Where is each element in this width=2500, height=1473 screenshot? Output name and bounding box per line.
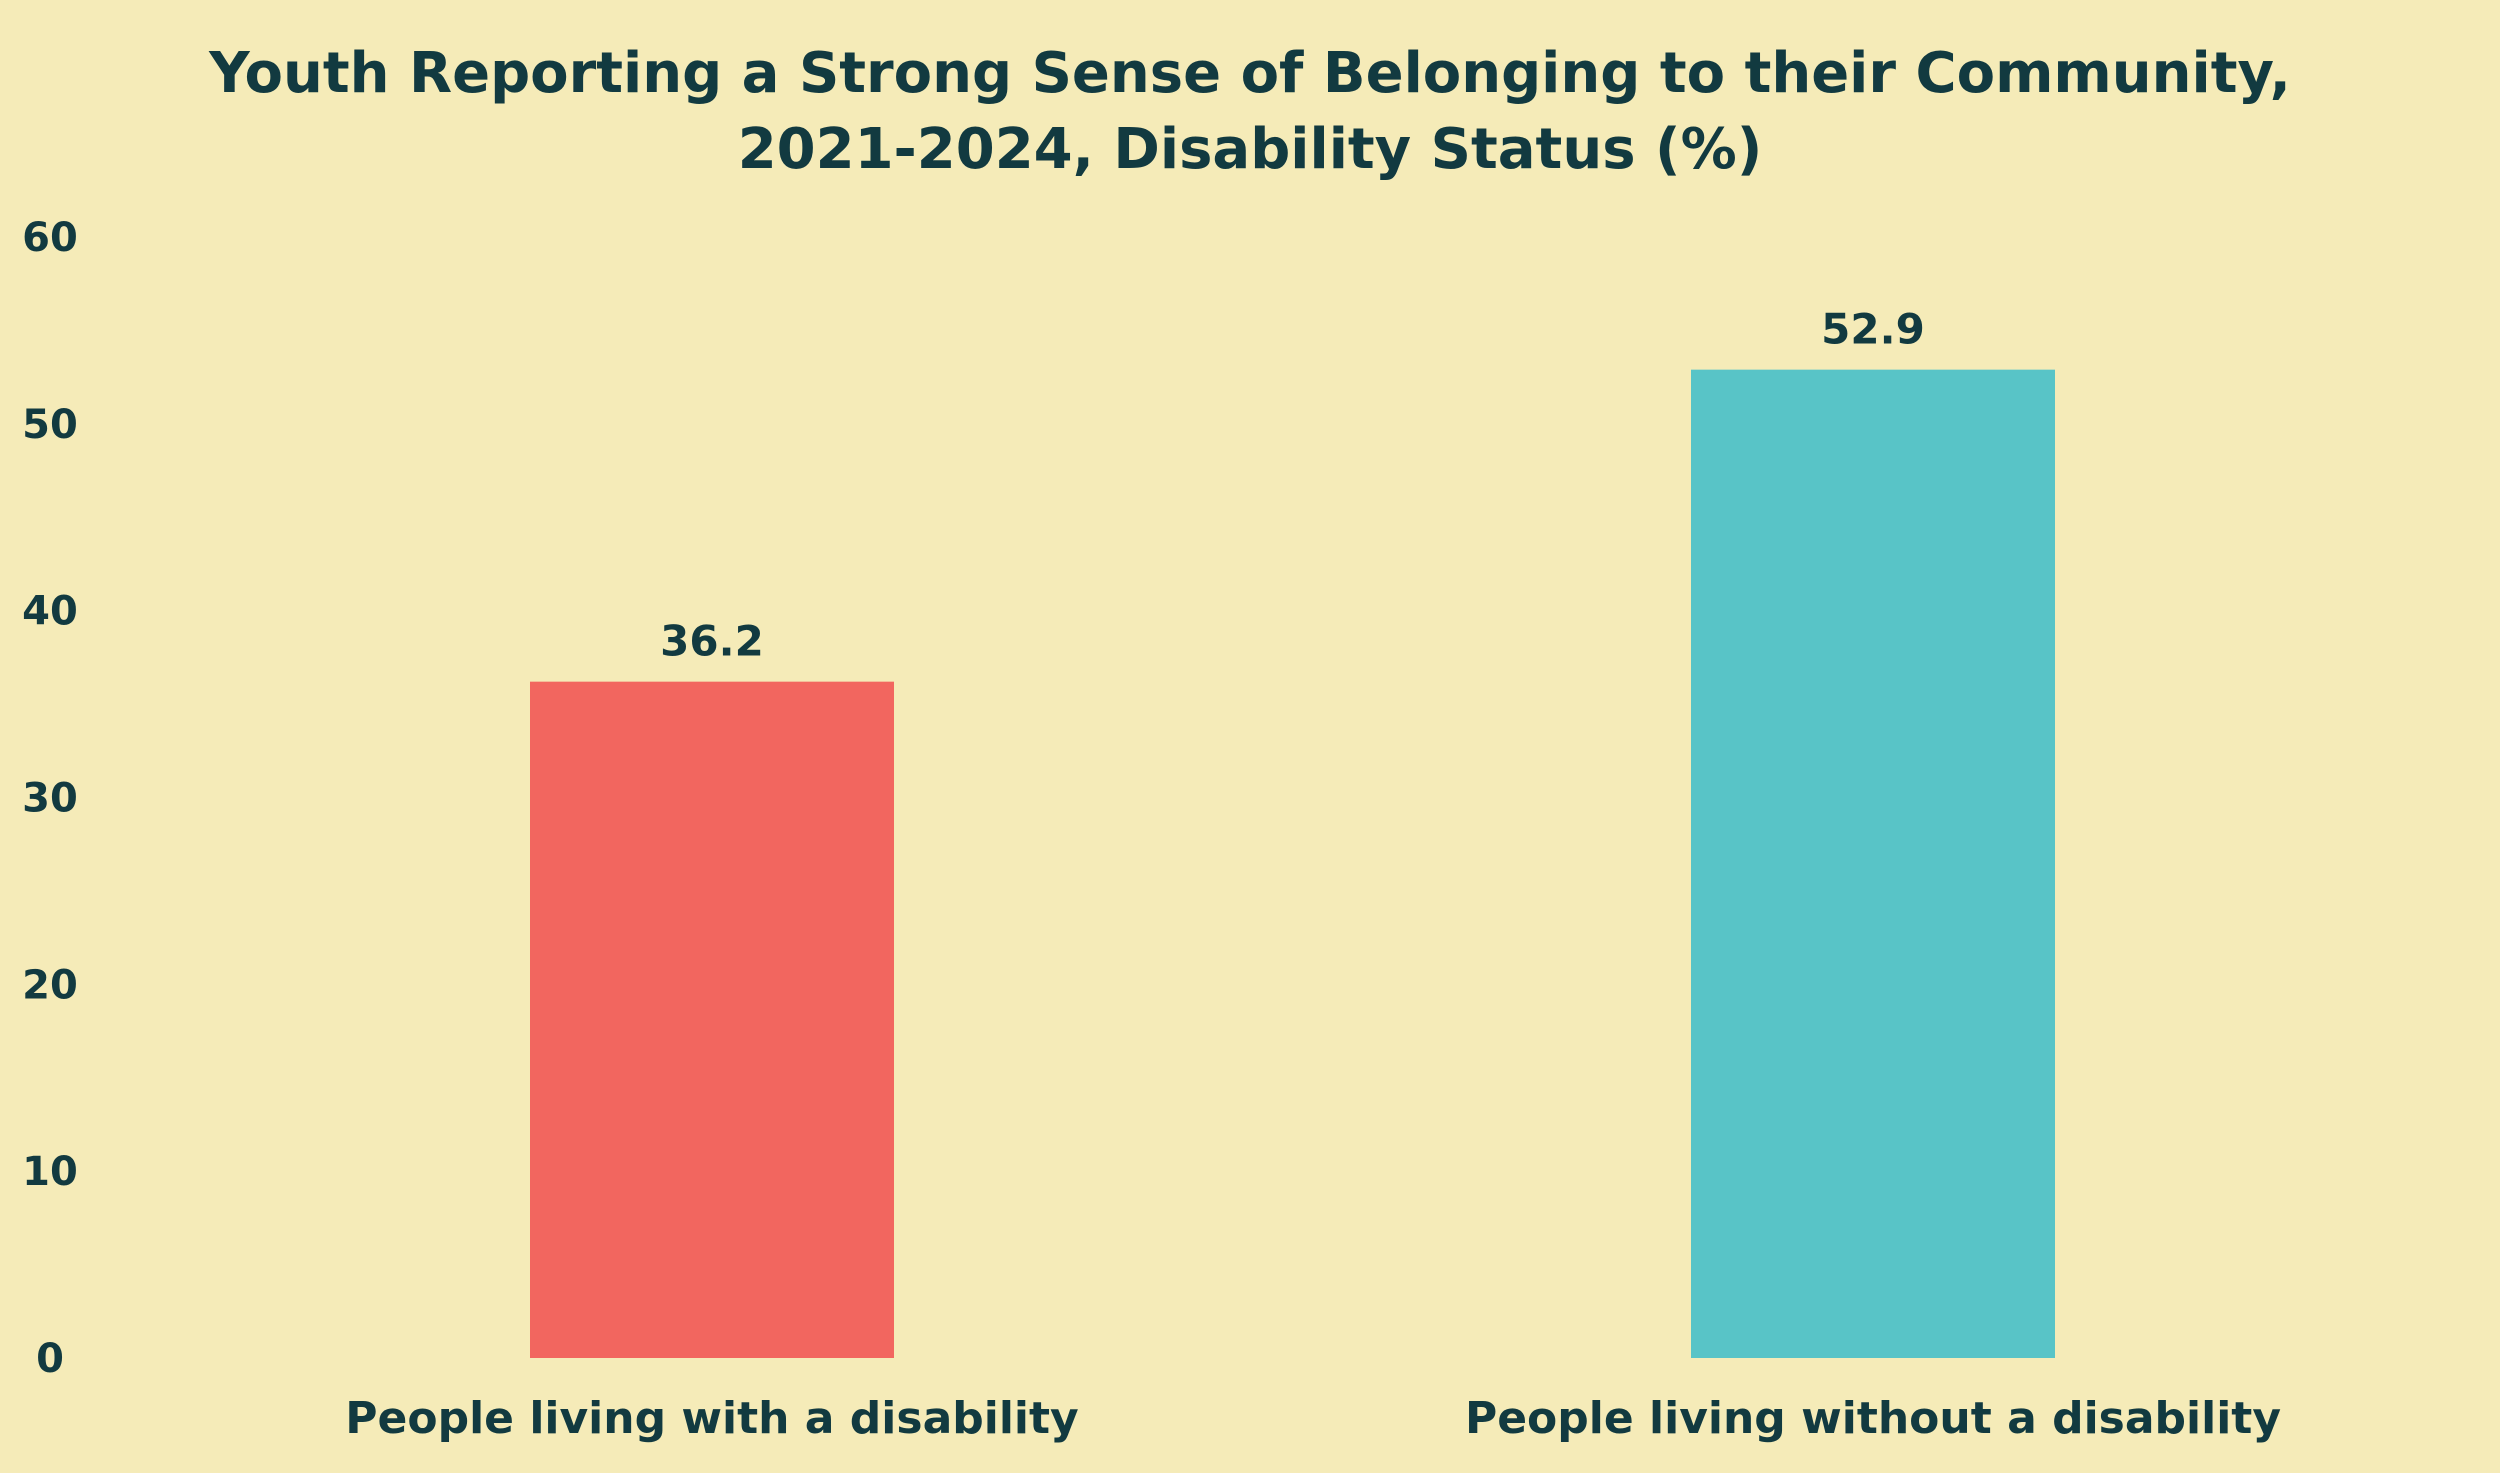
y-tick-label: 20: [22, 962, 78, 1008]
y-tick-label: 10: [22, 1149, 78, 1195]
y-axis: 0 10 20 30 40 50 60: [22, 215, 78, 1382]
y-tick-label: 60: [22, 215, 78, 261]
y-tick-label: 30: [22, 776, 78, 822]
y-tick-label: 40: [22, 589, 78, 635]
y-tick-label: 50: [22, 402, 78, 448]
value-labels: 36.2 52.9: [660, 305, 1925, 666]
chart-title-line-2: 2021-2024, Disability Status (%): [738, 117, 1763, 182]
chart-title-line-1: Youth Reporting a Strong Sense of Belong…: [208, 41, 2291, 106]
bar-value-label: 52.9: [1821, 305, 1925, 354]
bar-value-label: 36.2: [660, 617, 764, 666]
bar: [1691, 369, 2055, 1358]
y-tick-label: 0: [36, 1336, 64, 1382]
chart-title: Youth Reporting a Strong Sense of Belong…: [208, 41, 2291, 182]
x-axis: People living with a disability People li…: [345, 1393, 2281, 1444]
bars: [530, 369, 2055, 1358]
bar: [530, 681, 894, 1358]
x-category-label: People living with a disability: [345, 1393, 1078, 1444]
x-category-label: People living without a disability: [1465, 1393, 2281, 1444]
